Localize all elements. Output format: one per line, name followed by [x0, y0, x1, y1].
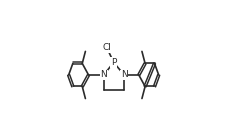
- Text: P: P: [111, 58, 116, 67]
- Text: Cl: Cl: [102, 43, 111, 52]
- Text: N: N: [100, 70, 107, 79]
- Text: N: N: [121, 70, 128, 79]
